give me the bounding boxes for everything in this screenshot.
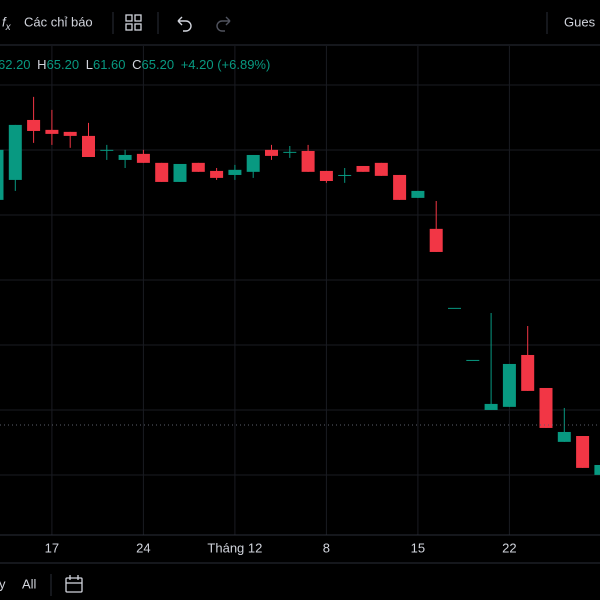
candle-body <box>118 154 132 160</box>
ohlc-legend: 62.20 H65.20 L61.60 C65.20 +4.20 (+6.89%… <box>0 57 270 72</box>
close-value: 65.20 <box>142 57 175 72</box>
candle-body <box>502 363 516 407</box>
candle-body <box>301 150 315 172</box>
candle-body <box>283 151 297 153</box>
candle-body <box>210 170 224 178</box>
candle-body <box>173 163 187 182</box>
candle-body <box>155 162 169 182</box>
x-tick-label: Tháng 12 <box>207 540 262 555</box>
x-tick-label: 24 <box>136 540 150 555</box>
candle-body <box>374 162 388 176</box>
plot-area <box>0 46 600 535</box>
candle-body <box>576 436 590 468</box>
range-button[interactable]: y <box>0 576 6 591</box>
candle-body <box>356 165 370 172</box>
indicators-button[interactable]: Các chỉ báo <box>24 14 93 29</box>
candle-body <box>100 149 114 151</box>
candle-body <box>191 162 205 172</box>
low-label: L <box>86 57 93 72</box>
candle-body <box>411 190 425 198</box>
candle-body <box>319 170 333 182</box>
redo-icon[interactable] <box>216 16 231 32</box>
candle-body <box>557 431 571 442</box>
x-tick-label: 17 <box>45 540 59 555</box>
high-value: 65.20 <box>47 57 80 72</box>
candle-body <box>82 135 95 157</box>
close-label: C <box>132 57 141 72</box>
low-value: 61.60 <box>93 57 126 72</box>
candle-body <box>448 307 461 309</box>
candle-body <box>246 154 260 172</box>
user-name[interactable]: Gues <box>564 14 596 29</box>
x-tick-label: 8 <box>323 540 330 555</box>
fx-icon[interactable]: fx <box>2 14 12 32</box>
candle-body <box>136 153 150 163</box>
layout-icon[interactable] <box>125 14 142 31</box>
x-tick-label: 15 <box>411 540 425 555</box>
candle-body <box>63 131 77 136</box>
candle-body <box>27 119 41 131</box>
candle-body <box>594 464 600 475</box>
x-axis: 17 24 Tháng 12 8 15 22 <box>45 540 517 555</box>
candle-body <box>265 149 278 156</box>
range-all-button[interactable]: All <box>22 576 37 591</box>
undo-icon[interactable] <box>177 16 192 32</box>
candle-body <box>393 174 407 200</box>
candle-body <box>521 354 535 391</box>
candle-body <box>338 174 352 176</box>
change-value: +4.20 (+6.89%) <box>181 57 271 72</box>
candle-body <box>484 403 498 410</box>
candle-body <box>228 169 242 175</box>
candle-body <box>466 359 480 361</box>
candle-body <box>429 228 443 252</box>
candle-body <box>8 124 22 180</box>
top-toolbar: fx Các chỉ báo Gues <box>0 12 600 46</box>
candle-body <box>0 149 4 200</box>
x-tick-label: 22 <box>502 540 516 555</box>
candle-body <box>539 387 553 428</box>
date-range-icon[interactable] <box>65 575 83 593</box>
bottom-toolbar: y All <box>0 574 83 596</box>
open-value: 62.20 <box>0 57 31 72</box>
candle-body <box>45 129 59 134</box>
high-label: H <box>37 57 46 72</box>
